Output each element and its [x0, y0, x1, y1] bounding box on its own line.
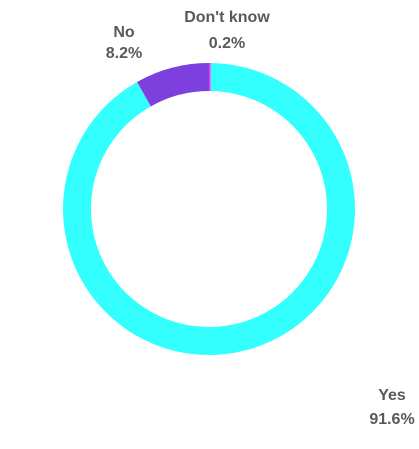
label-no-category: No [113, 24, 135, 41]
label-yes-value: 91.6% [369, 411, 414, 428]
slice-yes [63, 63, 356, 356]
slice-don-t-know [209, 63, 211, 92]
label-don-t-know-value: 0.2% [209, 35, 245, 52]
donut-slices [63, 63, 356, 356]
label-don-t-know-category: Don't know [184, 9, 270, 26]
label-yes-category: Yes [378, 387, 406, 404]
slice-no [137, 63, 209, 107]
slice-labels: Yes 91.6% Don't know 0.2% No 8.2% [106, 9, 415, 428]
label-no-value: 8.2% [106, 45, 142, 62]
